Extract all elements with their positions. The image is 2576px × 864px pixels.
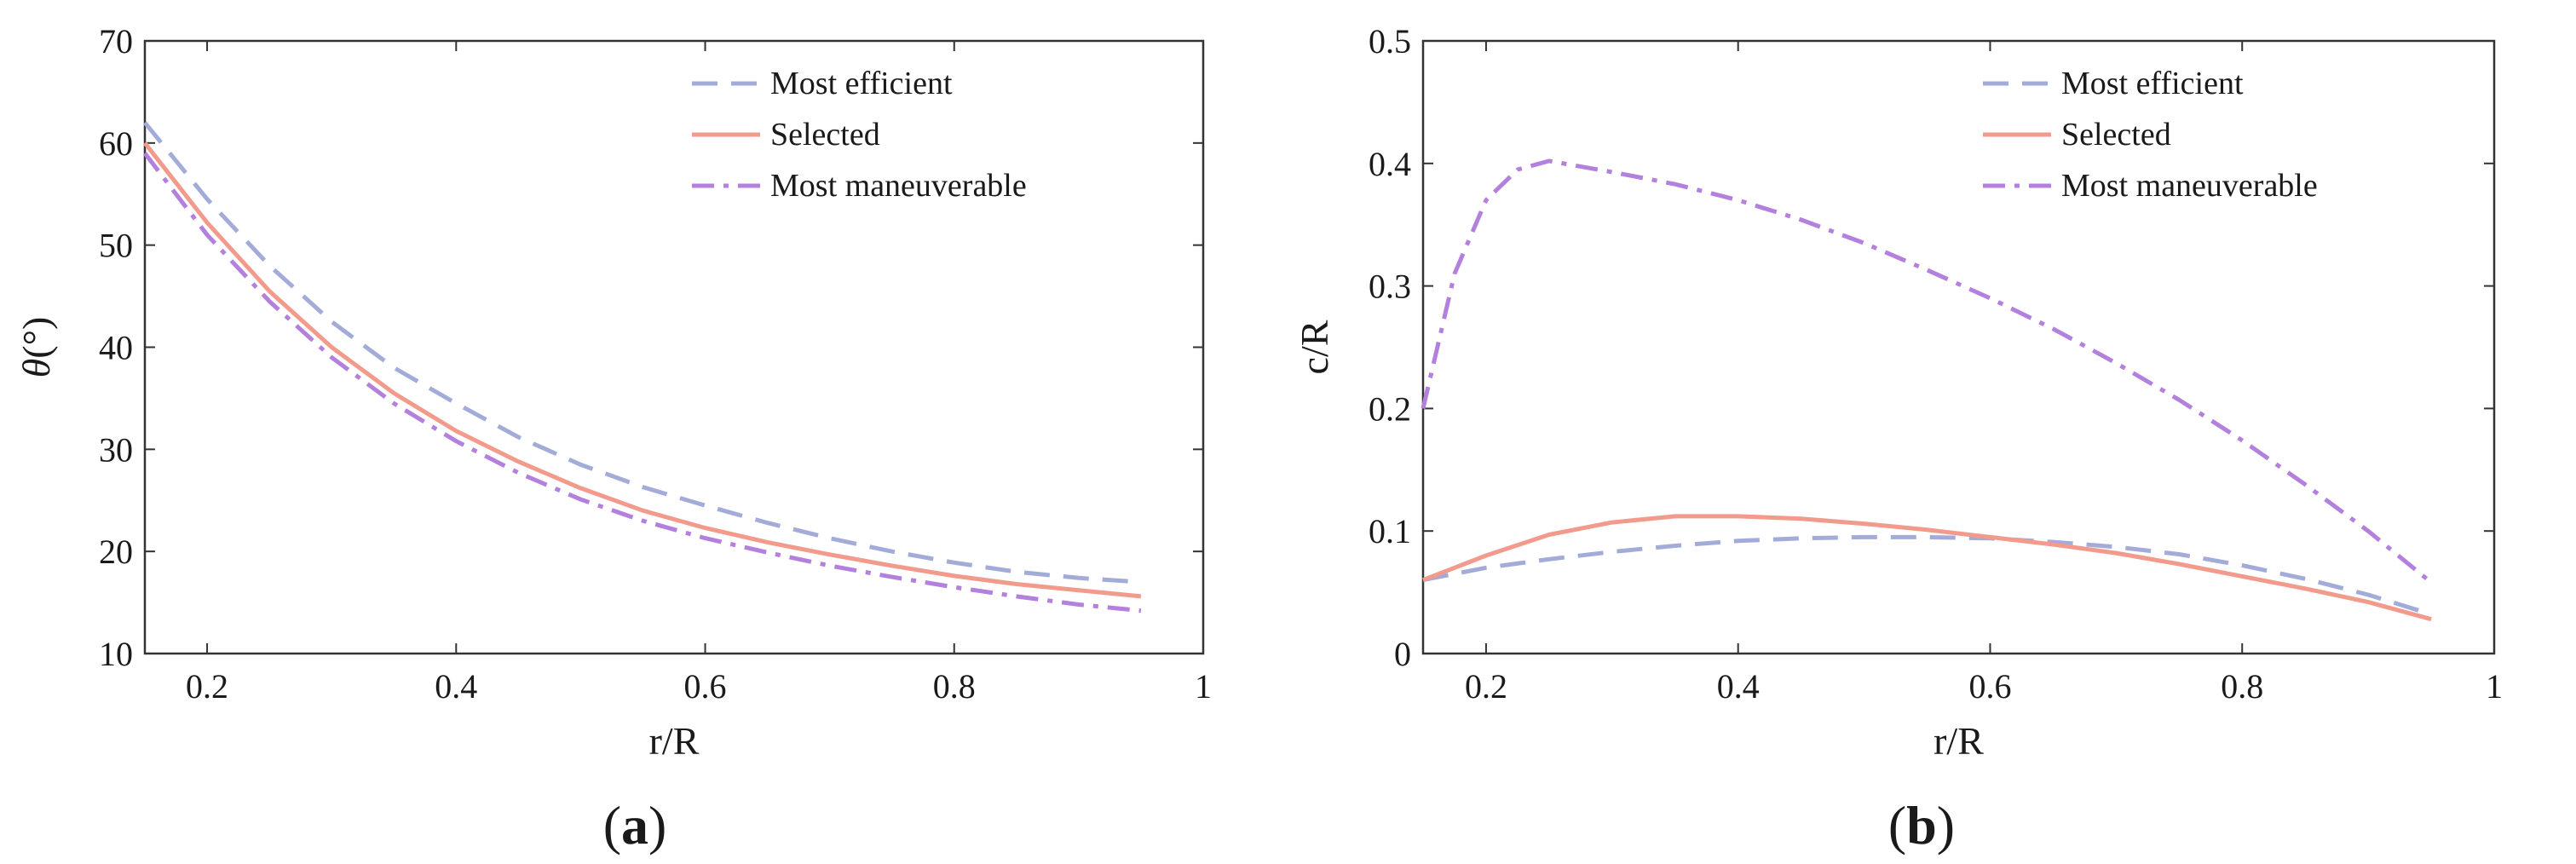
subfigure-label-b-letter: b	[1906, 795, 1937, 855]
chartb-ytick-label: 0.2	[1369, 389, 1411, 428]
chartb-series-most-efficient	[1422, 534, 2432, 617]
chartb-series-selected	[1422, 514, 2432, 622]
chartb-legend-label: Selected	[2061, 117, 2171, 153]
chartb-ylabel: c/R	[1293, 320, 1336, 374]
chartb-xtick-label: 0.6	[1968, 667, 2011, 706]
chartb-ytick-label: 0.4	[1369, 145, 1411, 183]
charta-ylabel-unit: (°)	[14, 317, 58, 359]
charta-xtick-label: 0.2	[186, 667, 228, 706]
charta-legend-label: Most efficient	[770, 66, 953, 101]
chartb-xtick-label: 0.4	[1717, 667, 1760, 706]
subfigure-label-b: (b)	[1888, 795, 1955, 855]
chartb-xtick-label: 0.2	[1465, 667, 1507, 706]
charta-xtick-label: 0.6	[684, 667, 727, 706]
chartb-ytick-label: 0	[1394, 635, 1411, 673]
chartb-xtick-label: 1	[2486, 667, 2503, 706]
chart-b-chord: 0.2 0.4 0.6 0.8 1 0 0.1 0.2 0.3 0.4 0.5 r/R c/R Most …	[1293, 22, 2503, 763]
charta-xtick-label: 0.8	[933, 667, 976, 706]
charta-ytick-label: 10	[99, 635, 133, 673]
charta-series-most-maneuverable	[143, 152, 1142, 613]
chart-a-theta: 0.2 0.4 0.6 0.8 1 10 20 30 40 50 60 70 r/R θ(°) Most e…	[14, 22, 1212, 763]
charta-ytick-label: 20	[99, 533, 133, 571]
charta-ytick-label: 60	[99, 124, 133, 163]
charta-xlabel: r/R	[649, 719, 700, 763]
charta-ytick-label: 40	[99, 329, 133, 367]
charta-ytick-label: 70	[99, 22, 133, 60]
charta-legend-label: Selected	[770, 117, 880, 153]
charta-xtick-label: 0.4	[435, 667, 477, 706]
chartb-axes-frame	[1421, 39, 2496, 655]
chartb-ytick-label: 0.1	[1369, 512, 1411, 550]
charta-ylabel-symbol: θ	[14, 359, 58, 378]
chartb-xtick-label: 0.8	[2221, 667, 2263, 706]
chartb-ytick-label: 0.5	[1369, 22, 1411, 60]
chartb-ytick-label: 0.3	[1369, 268, 1411, 306]
subfigure-label-a-letter: a	[621, 795, 648, 855]
charta-xtick-label: 1	[1195, 667, 1212, 706]
charta-ylabel: θ(°)	[14, 317, 58, 378]
charta-ytick-label: 50	[99, 227, 133, 265]
charta-axes-frame	[143, 39, 1205, 655]
chartb-xlabel: r/R	[1933, 719, 1984, 763]
charta-series-selected	[143, 141, 1142, 599]
chartb-legend-label: Most maneuverable	[2061, 168, 2318, 204]
charta-legend-label: Most maneuverable	[770, 168, 1027, 204]
subfigure-label-a: (a)	[603, 795, 667, 855]
charta-series-most-efficient	[143, 121, 1142, 585]
chartb-legend-label: Most efficient	[2061, 66, 2244, 101]
charta-ytick-label: 30	[99, 430, 133, 469]
chartb-series-most-maneuverable	[1421, 158, 2433, 585]
